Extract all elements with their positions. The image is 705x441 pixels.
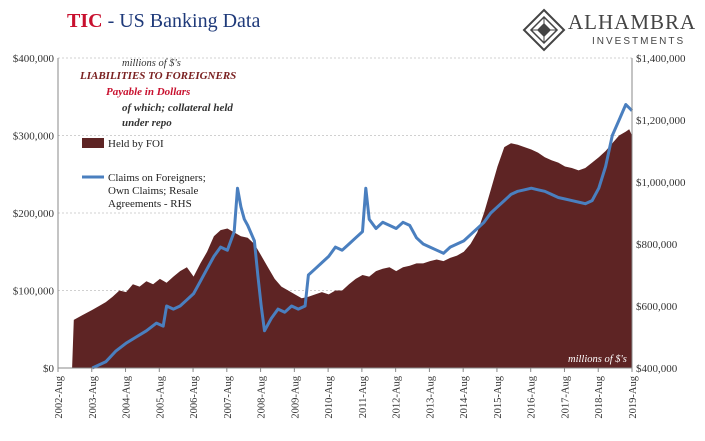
title-tic: TIC — [67, 10, 103, 32]
x-tick-label: 2003-Aug — [88, 375, 99, 418]
y-right-tick-label: $1,400,000 — [636, 53, 686, 65]
y-right-tick-label: $1,000,000 — [636, 177, 686, 189]
x-tick-label: 2007-Aug — [223, 375, 234, 418]
legend-line-label: Claims on Foreigners; — [108, 172, 206, 184]
x-tick-label: 2015-Aug — [493, 375, 504, 418]
x-tick-label: 2009-Aug — [290, 375, 301, 418]
y-right-tick-label: $600,000 — [636, 301, 678, 313]
y-left-tick-label: $0 — [43, 363, 55, 375]
legend-area-label: Held by FOI — [108, 138, 164, 150]
units-label-top: millions of $'s — [122, 58, 181, 69]
x-tick-label: 2005-Aug — [155, 375, 166, 418]
x-tick-label: 2013-Aug — [425, 375, 436, 418]
x-tick-label: 2002-Aug — [54, 375, 65, 418]
x-tick-label: 2004-Aug — [122, 375, 133, 418]
logo-sub: INVESTMENTS — [592, 36, 686, 47]
y-right-tick-label: $400,000 — [636, 363, 678, 375]
series-held-by-foi-area — [72, 129, 632, 368]
x-tick-label: 2012-Aug — [392, 375, 403, 418]
y-right-tick-label: $1,200,000 — [636, 115, 686, 127]
legend-line-label: Agreements - RHS — [108, 198, 192, 210]
diamond-logo-icon — [522, 8, 566, 52]
logo-name: ALHAMBRA — [568, 10, 697, 34]
x-tick-label: 2014-Aug — [459, 375, 470, 418]
annotation-repo: under repo — [122, 117, 172, 129]
annotation-collateral: of which; collateral held — [122, 102, 233, 114]
units-label-bottom: millions of $'s — [568, 354, 627, 365]
x-tick-label: 2018-Aug — [594, 375, 605, 418]
chart-title: TIC - US Banking Data — [67, 10, 260, 33]
x-tick-label: 2016-Aug — [527, 375, 538, 418]
x-tick-label: 2010-Aug — [324, 375, 335, 418]
y-left-tick-label: $400,000 — [13, 53, 55, 65]
annotation-liabilities: LIABILITIES TO FOREIGNERS — [79, 70, 236, 82]
y-right-tick-label: $800,000 — [636, 239, 678, 251]
y-left-tick-label: $200,000 — [13, 208, 55, 220]
title-rest: - US Banking Data — [102, 10, 261, 32]
legend-area-swatch — [82, 138, 104, 148]
x-tick-label: 2008-Aug — [257, 375, 268, 418]
legend-line-label: Own Claims; Resale — [108, 185, 199, 197]
x-tick-label: 2006-Aug — [189, 375, 200, 418]
annotation-payable: Payable in Dollars — [106, 86, 190, 98]
y-left-tick-label: $100,000 — [13, 286, 55, 298]
alhambra-logo: ALHAMBRA INVESTMENTS — [522, 8, 700, 54]
x-tick-label: 2017-Aug — [560, 375, 571, 418]
y-left-tick-label: $300,000 — [13, 131, 55, 143]
series-claims-line — [91, 103, 634, 370]
x-tick-label: 2011-Aug — [358, 375, 369, 418]
x-tick-label: 2019-Aug — [628, 375, 639, 418]
